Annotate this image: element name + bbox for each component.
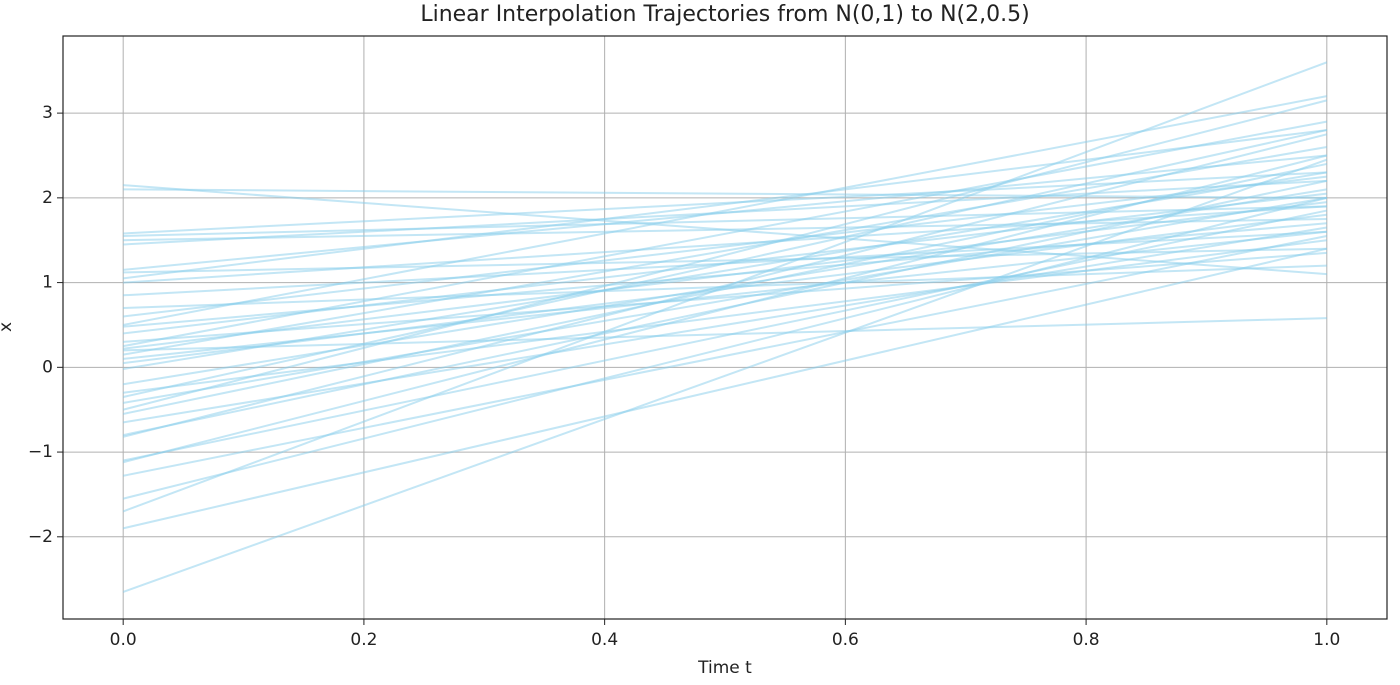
trajectory-line (123, 205, 1327, 237)
x-tick-label: 1.0 (1313, 630, 1340, 650)
plot-frame (62, 35, 1388, 620)
trajectory-line (123, 201, 1327, 350)
trajectory-line (122, 247, 1328, 530)
trajectory-line (123, 251, 1327, 343)
y-tick-label: −2 (28, 527, 53, 547)
trajectory-line (123, 146, 1327, 356)
x-axis-label: Time t (697, 658, 752, 678)
trajectory-line (123, 317, 1327, 352)
x-tick-label: 0.0 (110, 630, 137, 650)
trajectory-line (122, 120, 1328, 348)
trajectory-line (122, 95, 1328, 326)
y-tick-label: 0 (42, 357, 53, 377)
trajectory-line (122, 154, 1328, 464)
trajectory-line (122, 99, 1328, 411)
x-tick-label: 0.2 (350, 630, 377, 650)
trajectory-line (123, 188, 1327, 199)
trajectory-line (123, 175, 1327, 318)
x-tick-label: 0.8 (1073, 630, 1100, 650)
x-tick-label: 0.4 (591, 630, 618, 650)
trajectory-line (122, 209, 1328, 462)
trajectory-line (122, 158, 1328, 593)
trajectory-line (122, 133, 1328, 438)
y-tick-label: 2 (42, 188, 53, 208)
y-axis-label: x (0, 322, 16, 332)
y-tick-label: 3 (42, 103, 53, 123)
y-tick-label: −1 (28, 442, 53, 462)
trajectory-line (123, 264, 1327, 310)
trajectory-line (123, 226, 1327, 424)
trajectory-line (123, 129, 1327, 280)
trajectory-line (123, 230, 1327, 360)
chart-title: Linear Interpolation Trajectories from N… (420, 2, 1029, 27)
trajectory-line (123, 239, 1327, 394)
x-tick-label: 0.6 (832, 630, 859, 650)
y-tick-label: 1 (42, 273, 53, 293)
trajectory-line (122, 196, 1328, 500)
trajectory-line (123, 205, 1327, 284)
trajectory-line (122, 129, 1328, 398)
trajectory-line (123, 196, 1327, 404)
